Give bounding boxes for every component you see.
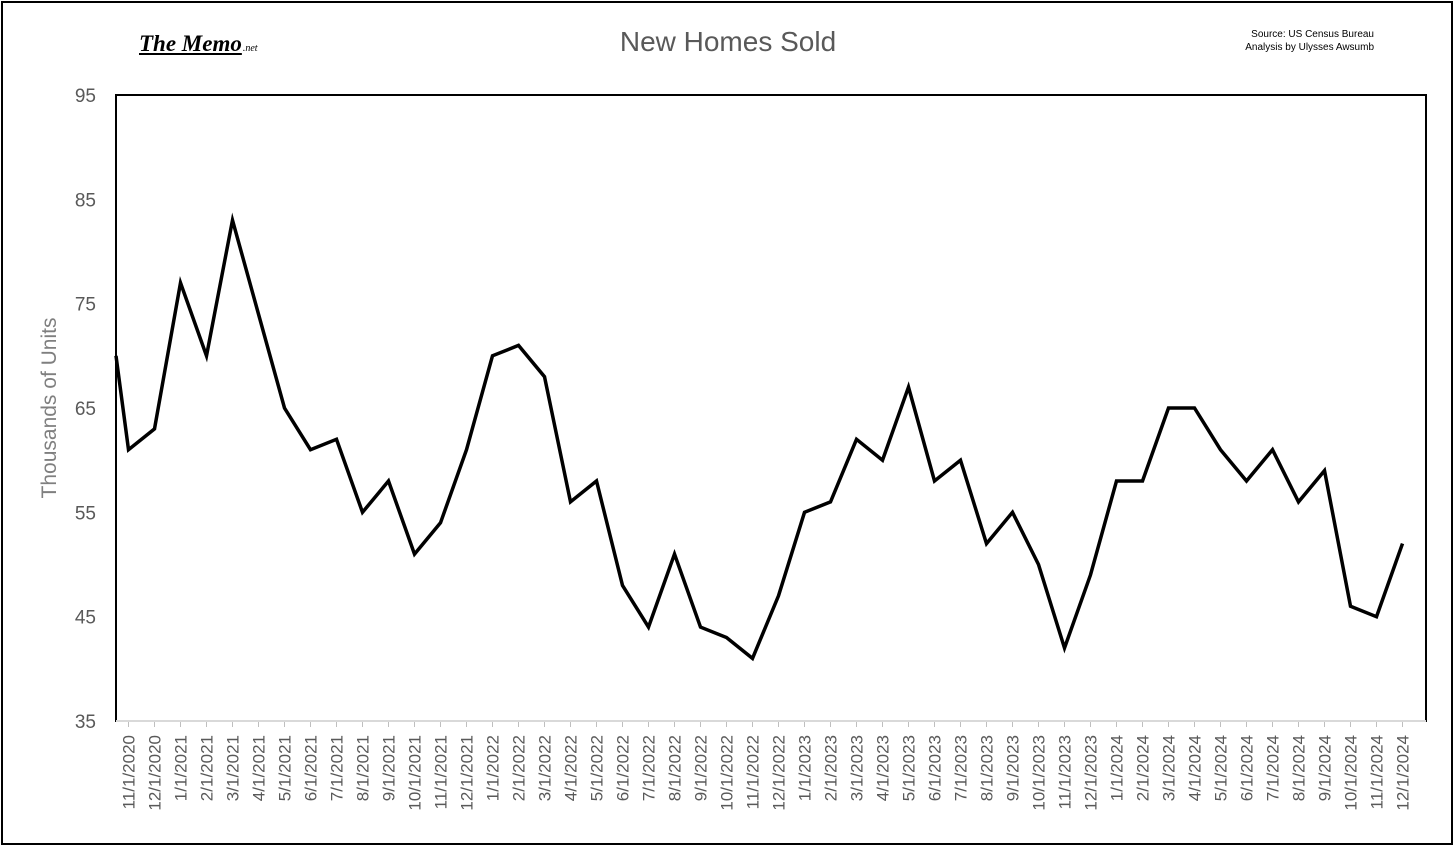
y-tick-label: 45: [75, 608, 96, 629]
plot-border: [115, 94, 1427, 722]
x-tick-label: 10/1/2024: [1342, 735, 1361, 811]
x-tick-label: 4/1/2021: [250, 735, 269, 801]
x-tick-label: 11/1/2022: [744, 735, 763, 809]
y-tick-label: 55: [75, 503, 96, 524]
y-tick-label: 75: [75, 295, 96, 316]
x-tick-label: 3/1/2022: [536, 735, 555, 801]
x-tick-label: 2/1/2024: [1134, 735, 1153, 801]
x-tick-label: 11/1/2020: [120, 735, 139, 809]
y-axis-title: Thousands of Units: [38, 318, 61, 499]
plot-area: [115, 94, 1427, 722]
x-tick-label: 8/1/2023: [978, 735, 997, 801]
x-tick-label: 12/1/2020: [146, 735, 165, 811]
x-axis: 11/1/2020 12/1/2020 1/1/2021 2/1/2021 3/1/20…: [116, 720, 1426, 811]
logo-tld: .net: [242, 43, 258, 54]
x-tick-label: 7/1/2021: [328, 735, 347, 801]
x-tick-label: 9/1/2024: [1316, 735, 1335, 801]
x-tick-label: 11/1/2024: [1368, 735, 1387, 809]
y-tick-label: 85: [75, 190, 96, 211]
x-tick-label: 5/1/2023: [900, 735, 919, 801]
x-tick-label: 4/1/2024: [1186, 735, 1205, 801]
y-tick-label: 95: [75, 86, 96, 107]
x-tick-label: 6/1/2022: [614, 735, 633, 801]
x-tick-label: 12/1/2024: [1394, 735, 1413, 811]
x-tick-label: 3/1/2021: [224, 735, 243, 801]
x-tick-label: 6/1/2024: [1238, 735, 1257, 801]
x-tick-label: 9/1/2021: [380, 735, 399, 801]
x-tick-label: 2/1/2023: [822, 735, 841, 801]
x-tick-label: 3/1/2023: [848, 735, 867, 801]
x-tick-label: 5/1/2024: [1212, 735, 1231, 801]
logo-main: The Memo: [139, 31, 242, 56]
x-tick-label: 12/1/2021: [458, 735, 477, 811]
x-tick-label: 6/1/2023: [926, 735, 945, 801]
x-tick-label: 10/1/2023: [1030, 735, 1049, 811]
x-tick-label: 1/1/2024: [1108, 735, 1127, 801]
x-tick-label: 10/1/2022: [718, 735, 737, 811]
x-tick-label: 2/1/2021: [198, 735, 217, 801]
x-tick-label: 4/1/2023: [874, 735, 893, 801]
x-tick-label: 8/1/2022: [666, 735, 685, 801]
x-tick-label: 1/1/2022: [484, 735, 503, 801]
x-tick-label: 5/1/2022: [588, 735, 607, 801]
x-tick-label: 2/1/2022: [510, 735, 529, 801]
x-tick-label: 6/1/2021: [302, 735, 321, 801]
x-tick-label: 9/1/2022: [692, 735, 711, 801]
y-tick-label: 65: [75, 399, 96, 420]
y-axis: 35 45 55 65 75 85 95: [75, 86, 96, 733]
x-tick-label: 8/1/2021: [354, 735, 373, 801]
x-tick-label: 7/1/2022: [640, 735, 659, 801]
source-line: Source: US Census Bureau: [1251, 29, 1374, 40]
logo: The Memo.net: [139, 31, 258, 62]
y-tick-label: 35: [75, 712, 96, 733]
x-tick-label: 11/1/2023: [1056, 735, 1075, 809]
analysis-line: Analysis by Ulysses Awsumb: [1245, 42, 1374, 53]
x-tick-label: 5/1/2021: [276, 735, 295, 801]
x-tick-label: 1/1/2023: [796, 735, 815, 801]
source-note: Source: US Census Bureau Analysis by Uly…: [1245, 28, 1374, 54]
x-tick-label: 1/1/2021: [172, 735, 191, 801]
series-layer: [114, 212, 1405, 662]
x-tick-label: 8/1/2024: [1290, 735, 1309, 801]
chart-title: New Homes Sold: [619, 26, 837, 57]
series-line: [114, 212, 1405, 662]
x-tick-label: 7/1/2023: [952, 735, 971, 801]
x-tick-label: 12/1/2023: [1082, 735, 1101, 811]
x-tick-label: 10/1/2021: [406, 735, 425, 811]
x-tick-label: 4/1/2022: [562, 735, 581, 801]
x-tick-label: 12/1/2022: [770, 735, 789, 811]
x-tick-label: 9/1/2023: [1004, 735, 1023, 801]
x-tick-label: 3/1/2024: [1160, 735, 1179, 801]
x-tick-label: 7/1/2024: [1264, 735, 1283, 801]
x-tick-label: 11/1/2021: [432, 735, 451, 809]
